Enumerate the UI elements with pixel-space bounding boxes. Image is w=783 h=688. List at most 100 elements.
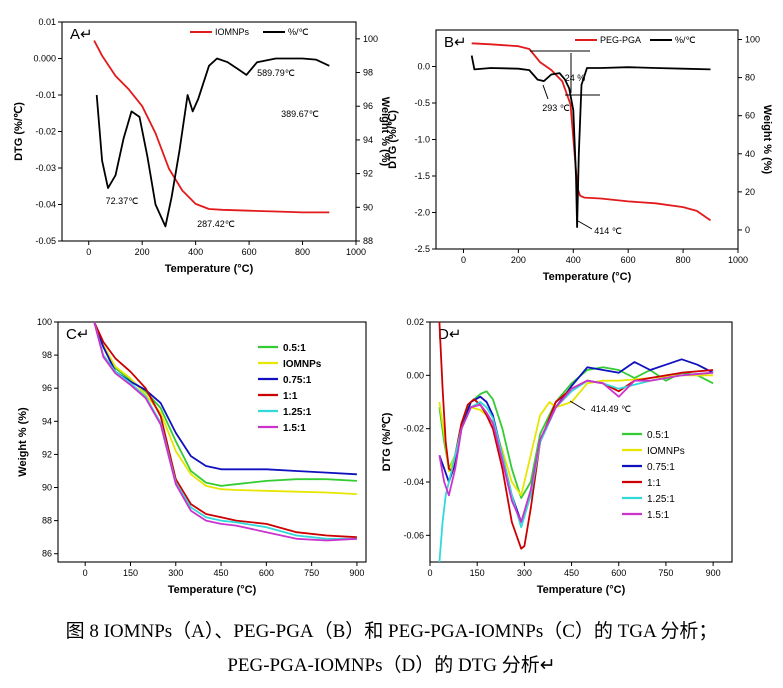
x-tick-label: 150	[123, 568, 138, 578]
panel-B: 0 200 400 600 800 10000.0-0.5-1.0-1.5-2.0-2.5…	[387, 29, 773, 283]
x-tick-label: 0	[86, 247, 91, 257]
panel-D: 0 150 300 450 600 750 900 0.02 0.00 -0.02 -0.04 -0.…	[381, 317, 733, 596]
legend-label: 1.25:1	[283, 407, 312, 418]
series-line-1-25-1	[93, 322, 357, 540]
y-right-tick-label: 96	[363, 101, 373, 111]
y-tick-label: 86	[42, 549, 52, 559]
x-tick-label: 450	[214, 568, 229, 578]
y-tick-label: 92	[42, 449, 52, 459]
x-tick-label: 450	[564, 568, 579, 578]
annotation-label: 389.67℃	[281, 109, 319, 119]
x-tick-label: 300	[517, 568, 532, 578]
x-tick-label: 600	[242, 247, 257, 257]
legend-label: IOMNPs	[283, 359, 322, 370]
legend-label: %/℃	[675, 35, 696, 45]
x-tick-label: 0	[83, 568, 88, 578]
y-right-tick-label: 60	[745, 111, 755, 121]
y-tick-label: -1.0	[414, 135, 430, 145]
series-line-1-1	[93, 322, 357, 539]
y-tick-label: -0.04	[35, 200, 56, 210]
x-tick-label: 600	[259, 568, 274, 578]
annotation-arrow	[577, 220, 593, 230]
y-axis-label: Weight % (%)	[17, 407, 29, 477]
y-tick-label: 0.01	[38, 17, 56, 27]
x-tick-label: 150	[470, 568, 485, 578]
x-tick-label: 750	[304, 568, 319, 578]
y-right-tick-label: 92	[363, 169, 373, 179]
y-right-tick-label: 0	[745, 225, 750, 235]
y-right-tick-label: 90	[363, 202, 373, 212]
legend-label: %/℃	[288, 27, 309, 37]
annotation-label: 414 ℃	[594, 226, 622, 236]
panel-label: B↵	[444, 34, 467, 51]
x-tick-label: 750	[658, 568, 673, 578]
annotation-label: 589.79℃	[257, 68, 295, 78]
x-tick-label: 600	[621, 255, 636, 265]
x-tick-label: 800	[676, 255, 691, 265]
series-line-PEG-PGA	[471, 42, 712, 222]
y-tick-label: 100	[37, 317, 52, 327]
legend-label: IOMNPs	[647, 446, 685, 457]
x-axis-label: Temperature (°C)	[543, 271, 632, 283]
y-right-tick-label: 88	[363, 236, 373, 246]
y-right-tick-label: 100	[363, 34, 378, 44]
y-tick-label: -2.0	[414, 208, 430, 218]
y-tick-label: -0.02	[403, 424, 424, 434]
figure-caption: 图 8 IOMNPs（A）、PEG-PGA（B）和 PEG-PGA-IOMNPs…	[0, 615, 783, 683]
y-tick-label: 0.02	[406, 317, 424, 327]
series-line-1-1	[438, 322, 714, 550]
series-line-1-5-1	[93, 322, 357, 542]
legend-label: 0.5:1	[647, 430, 670, 441]
y-tick-label: -1.5	[414, 171, 430, 181]
annotation-arrow	[569, 400, 586, 411]
y-tick-label: -0.01	[35, 90, 56, 100]
series-line-IOMNPs	[93, 322, 357, 495]
y-right-tick-label: 40	[745, 149, 755, 159]
series-line-0-5-1	[93, 322, 357, 487]
y-tick-label: -0.03	[35, 163, 56, 173]
y-right-tick-label: 80	[745, 73, 755, 83]
panel-label: A↵	[70, 26, 93, 43]
x-tick-label: 400	[566, 255, 581, 265]
caption-line-1: 图 8 IOMNPs（A）、PEG-PGA（B）和 PEG-PGA-IOMNPs…	[65, 621, 718, 642]
legend-label: 1:1	[283, 391, 298, 402]
y-tick-label: 94	[42, 416, 52, 426]
series-line--	[470, 55, 711, 228]
series-line--	[95, 57, 330, 228]
annotation-label: 293 ℃	[542, 103, 570, 113]
x-tick-label: 800	[295, 247, 310, 257]
x-tick-label: 300	[168, 568, 183, 578]
y-right-axis-label: Weight % (%)	[761, 105, 773, 175]
legend-label: 1.5:1	[283, 423, 306, 434]
panel-label: C↵	[66, 326, 89, 343]
y-right-tick-label: 94	[363, 135, 373, 145]
annotation-label: 287.42℃	[197, 219, 235, 229]
y-right-tick-label: 98	[363, 68, 373, 78]
annotation-arrow	[542, 84, 549, 100]
series-line-1-25-1	[438, 371, 714, 562]
legend-label: 1.5:1	[647, 510, 670, 521]
x-tick-label: 1000	[346, 247, 366, 257]
y-tick-label: 96	[42, 383, 52, 393]
y-tick-label: 90	[42, 483, 52, 493]
x-tick-label: 1000	[728, 255, 748, 265]
x-tick-label: 200	[511, 255, 526, 265]
y-axis-label: DTG (%/℃)	[381, 412, 393, 471]
x-axis-label: Temperature (°C)	[168, 584, 257, 596]
y-tick-label: 88	[42, 516, 52, 526]
x-axis-label: Temperature (°C)	[165, 263, 254, 275]
y-tick-label: -0.02	[35, 127, 56, 137]
panel-C: 0 150 300 450 600 750 900 86 88 90 92 94 96 98 100 Temp…	[17, 317, 367, 596]
annotation-label: 24 %	[565, 73, 586, 83]
panel-label: D↵	[438, 326, 461, 343]
y-right-tick-label: 20	[745, 187, 755, 197]
x-tick-label: 400	[188, 247, 203, 257]
x-tick-label: 0	[461, 255, 466, 265]
y-axis-label: DTG (%/℃)	[387, 110, 399, 169]
y-tick-label: 0.00	[406, 370, 424, 380]
y-tick-label: -0.5	[414, 98, 430, 108]
legend-label: 0.5:1	[283, 343, 306, 354]
y-axis-label: DTG (%/℃)	[13, 102, 25, 161]
y-tick-label: 0.000	[33, 54, 56, 64]
